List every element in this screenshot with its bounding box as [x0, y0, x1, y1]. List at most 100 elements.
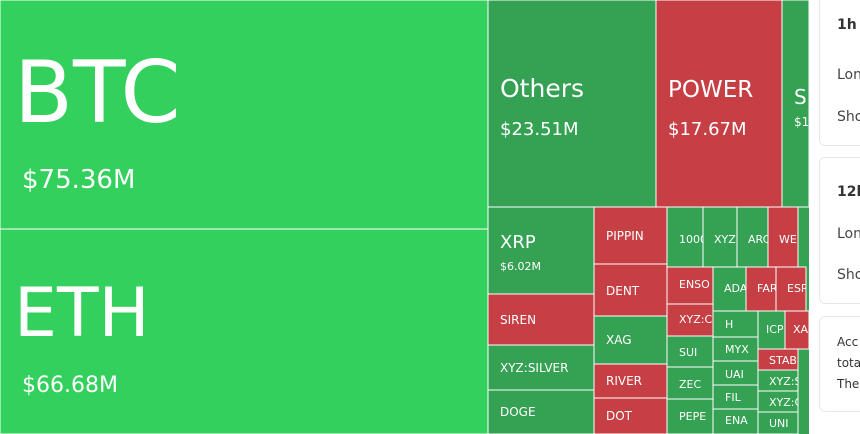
tile-enso[interactable]: ENSO: [666, 266, 714, 305]
tile-label-1000: 1000: [679, 233, 707, 246]
tile-rect-we: [767, 206, 799, 268]
tile-rect-pippin: [593, 206, 668, 265]
tile-power[interactable]: POWER $17.67M: [655, 0, 783, 208]
tile-label-fil: FIL: [725, 391, 742, 404]
tile-rect-s: [781, 0, 810, 208]
tile-label-we: WE: [779, 233, 797, 246]
tile-label-ada: ADA: [724, 282, 748, 295]
tile-rect-doge: [487, 389, 595, 434]
panel-note-line-1: Acc: [837, 335, 859, 349]
tile-label-btc: BTC: [14, 43, 181, 143]
tile-label-xyz-c: XYZ:C: [769, 396, 802, 409]
tile-xyz[interactable]: XYZ: [702, 206, 738, 268]
tile-rect-esp: [775, 266, 807, 312]
tile-rect-uni: [757, 411, 799, 434]
tile-1000[interactable]: 1000: [666, 206, 707, 268]
tile-label-others: Others: [500, 74, 584, 103]
tile-uai[interactable]: UAI: [712, 360, 759, 386]
tile-rect-1000: [666, 206, 704, 268]
tile-value-power: $17.67M: [668, 119, 747, 140]
tile-river[interactable]: RIVER: [593, 363, 668, 399]
tile-h[interactable]: H: [712, 310, 759, 338]
tile-label-icp: ICP: [766, 323, 784, 336]
tile-xrp[interactable]: XRP $6.02M: [487, 206, 595, 295]
tile-rect-far: [745, 266, 777, 312]
tile-we[interactable]: WE: [767, 206, 799, 268]
tile-ena[interactable]: ENA: [712, 408, 759, 434]
tile-label-xrp: XRP: [500, 232, 536, 253]
tile-pepe[interactable]: PEPE: [666, 398, 714, 434]
tile-sui[interactable]: SUI: [666, 335, 714, 368]
tile-label-dent: DENT: [606, 284, 640, 298]
tile-fil[interactable]: FIL: [712, 384, 759, 410]
tile-label-pepe: PEPE: [679, 410, 706, 423]
tile-icp[interactable]: ICP: [757, 310, 786, 350]
tile-xag[interactable]: XAG: [593, 315, 668, 365]
tile-xyz-c[interactable]: XYZ:C: [666, 303, 714, 337]
tile-label-xyz-silver: XYZ:SILVER: [500, 361, 568, 375]
tile-rect-btc: [0, 0, 489, 230]
tile-far[interactable]: FAR: [745, 266, 778, 312]
tile-label-pippin: PIPPIN: [606, 229, 644, 243]
tile-rect-pepe: [666, 398, 714, 434]
tile-label-far: FAR: [757, 282, 778, 295]
tile-btc[interactable]: BTC $75.36M: [0, 0, 489, 230]
tile-label-xyz-c: XYZ:C: [679, 313, 712, 326]
tile-rect-others: [487, 0, 657, 208]
tile-label-zec: ZEC: [679, 378, 701, 391]
tile-xa[interactable]: XA: [784, 310, 810, 350]
tile-value-s: $1: [794, 115, 809, 129]
tile-zec[interactable]: ZEC: [666, 366, 714, 400]
tile-rect-arc: [736, 206, 769, 268]
panel-note-line-2: tota: [837, 356, 860, 370]
tile-esp[interactable]: ESP: [775, 266, 808, 312]
tile-s[interactable]: S $1: [781, 0, 810, 208]
tile-label-siren: SIREN: [500, 313, 536, 327]
tile-label-ena: ENA: [725, 414, 748, 427]
tile-value-eth: $66.68M: [22, 373, 118, 398]
tile-label-uni: UNI: [769, 417, 789, 430]
tile-uni[interactable]: UNI: [757, 411, 799, 434]
tile-xyz-s[interactable]: XYZ:S: [757, 369, 801, 392]
panel-1h-short-label: Sho: [837, 109, 860, 125]
tile-dot[interactable]: DOT: [593, 397, 668, 434]
tile-ada[interactable]: ADA: [712, 266, 748, 312]
liquidation-panel-1h: 1h Lon Sho: [819, 0, 860, 146]
tile-others[interactable]: Others $23.51M: [487, 0, 657, 208]
tile-arc[interactable]: ARC: [736, 206, 771, 268]
tile-label-stab: STAB: [769, 354, 797, 367]
tile-label-s: S: [794, 85, 807, 109]
panel-12h-title: 12h: [837, 184, 860, 200]
tile-label-xag: XAG: [606, 333, 632, 347]
panel-12h-long-label: Lon: [837, 226, 860, 242]
tile-rect-eth: [0, 228, 489, 434]
tile-value-others: $23.51M: [500, 119, 579, 140]
tile-xyz-c[interactable]: XYZ:C: [757, 390, 802, 413]
panel-1h-title: 1h: [837, 17, 857, 33]
tile-doge[interactable]: DOGE: [487, 389, 595, 434]
tile-label-power: POWER: [668, 77, 753, 103]
tile-value-btc: $75.36M: [22, 165, 135, 195]
tile-stab[interactable]: STAB: [757, 348, 799, 371]
panel-note-line-3: The: [837, 377, 860, 391]
tile-label-uai: UAI: [725, 368, 744, 381]
tile-label-esp: ESP: [787, 282, 808, 295]
tile-rect-xa: [784, 310, 810, 350]
tile-myx[interactable]: MYX: [712, 336, 759, 362]
liquidation-panel-note: Acc tota The: [819, 316, 860, 412]
liquidation-panel-12h: 12h Lon Sho: [819, 157, 860, 304]
tile-label-h: H: [725, 318, 733, 331]
tile-label-myx: MYX: [725, 343, 749, 356]
tile-label-enso: ENSO: [679, 278, 710, 291]
tile-dent[interactable]: DENT: [593, 263, 668, 317]
panel-12h-short-label: Sho: [837, 267, 860, 283]
panel-1h-long-label: Lon: [837, 67, 860, 83]
tile-siren[interactable]: SIREN: [487, 293, 595, 346]
tile-xyz-silver[interactable]: XYZ:SILVER: [487, 344, 595, 391]
tile-rect-xyz-c: [666, 303, 714, 337]
tile-label-xa: XA: [793, 323, 809, 336]
tile-label-arc: ARC: [748, 233, 771, 246]
tile-value-xrp: $6.02M: [500, 260, 541, 273]
tile-eth[interactable]: ETH $66.68M: [0, 228, 489, 434]
tile-pippin[interactable]: PIPPIN: [593, 206, 668, 265]
